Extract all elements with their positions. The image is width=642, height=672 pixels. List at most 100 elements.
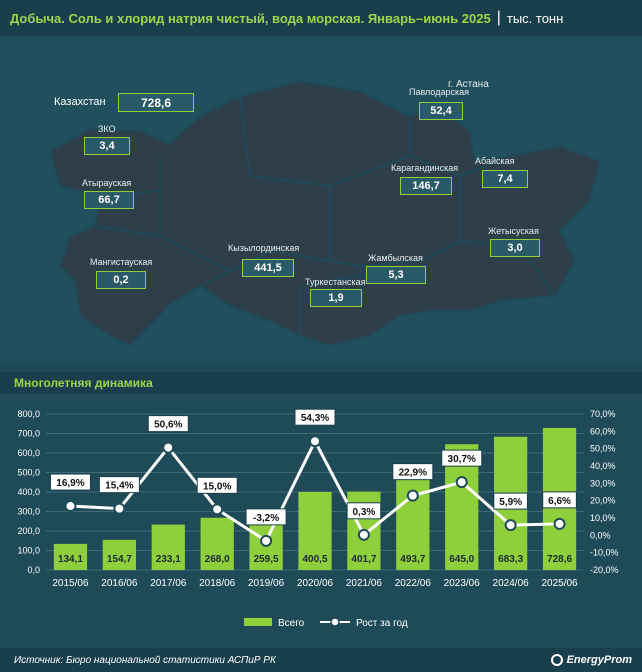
y-right-tick-label: 40,0%: [590, 461, 616, 471]
bar: [151, 524, 185, 570]
y-right-tick-label: -10,0%: [590, 548, 619, 558]
y-right-tick-label: 0,0%: [590, 530, 611, 540]
growth-label: 16,9%: [56, 478, 84, 489]
region-label-karaganda: Карагандинская: [391, 163, 459, 173]
bar-value-label: 728,6: [547, 554, 572, 565]
growth-label: 50,6%: [154, 420, 182, 431]
bar-value-label: 683,3: [498, 554, 523, 565]
y-left-tick-label: 100,0: [17, 546, 40, 556]
y-right-tick-label: 60,0%: [590, 426, 616, 436]
dynamics-chart: 0,0 100,0 200,0 300,0 400,0 500,0 600,0 700,0 80…: [17, 408, 619, 629]
y-left-tick-label: 300,0: [17, 507, 40, 517]
growth-label: -3,2%: [253, 513, 279, 524]
growth-point: [406, 489, 419, 502]
kazakhstan-map: [48, 79, 602, 348]
y-left-tick-label: 600,0: [17, 448, 40, 458]
x-tick-label: 2018/06: [199, 578, 236, 589]
country-value: 728,6: [118, 93, 194, 112]
x-axis-labels: 2015/06 2016/06 2017/06 2018/06 2019/06 2020/…: [52, 578, 578, 589]
y-right-tick-label: 20,0%: [590, 496, 616, 506]
bar-value-label: 233,1: [156, 554, 181, 565]
country-label: Казахстан: [54, 96, 106, 108]
bar-value-label: 134,1: [58, 554, 83, 565]
x-tick-label: 2016/06: [101, 578, 138, 589]
growth-label-box: [98, 476, 140, 494]
region-label-zhambyl: Жамбылская: [368, 253, 423, 263]
y-left-tick-label: 400,0: [17, 487, 40, 497]
x-tick-label: 2022/06: [395, 578, 432, 589]
bar-value-label: 259,5: [254, 554, 279, 565]
growth-point: [553, 517, 566, 530]
region-label-atyrau: Атырауская: [82, 178, 132, 188]
x-tick-label: 2020/06: [297, 578, 334, 589]
capital-label: г. Астана: [448, 79, 489, 90]
growth-label: 0,3%: [353, 507, 376, 518]
region-value-zko: 3,4: [84, 137, 130, 155]
legend-label-bars: Всего: [278, 618, 305, 629]
region-value-zhambyl: 5,3: [366, 266, 426, 284]
growth-label-box: [441, 449, 483, 467]
region-value-karaganda: 146,7: [400, 177, 452, 195]
growth-point: [309, 435, 321, 448]
header-separator: |: [496, 9, 501, 26]
growth-label-box: [49, 473, 91, 491]
bar-value-label: 645,0: [449, 554, 474, 565]
growth-point: [260, 534, 273, 547]
x-tick-label: 2021/06: [346, 578, 383, 589]
region-value-mangistau: 0,2: [96, 271, 146, 289]
region-label-abai: Абайская: [475, 156, 515, 166]
region-value-pavlodar: 52,4: [419, 102, 463, 120]
region-value-atyrau: 66,7: [84, 191, 134, 209]
logo-icon: [550, 654, 563, 666]
x-tick-label: 2023/06: [444, 578, 481, 589]
bar-value-label: 268,0: [205, 554, 230, 565]
page-title: Добыча. Соль и хлорид натрия чистый, вод…: [10, 10, 491, 26]
growth-label-box: [196, 476, 238, 494]
bar: [200, 517, 234, 570]
logo-text: EnergyProm: [566, 654, 632, 666]
growth-label-box: [392, 463, 434, 481]
growth-point: [455, 476, 468, 489]
header: Добыча. Соль и хлорид натрия чистый, вод…: [0, 0, 642, 36]
y-left-tick-label: 0,0: [27, 565, 40, 575]
y-axis-right: -20,0% -10,0% 0,0% 10,0% 20,0% 30,0% 40,0% 50,0…: [590, 409, 619, 575]
region-value-zhetysu: 3,0: [490, 239, 540, 257]
growth-label: 5,9%: [499, 497, 522, 508]
growth-label-box: [346, 502, 382, 520]
y-left-tick-label: 800,0: [17, 409, 40, 419]
growth-label-box: [147, 415, 189, 433]
region-value-abai: 7,4: [482, 170, 528, 188]
bar: [102, 539, 136, 570]
region-label-kyzylorda: Кызылординская: [228, 243, 300, 253]
bar-value-label: 493,7: [400, 554, 425, 565]
country-shape: [48, 79, 602, 348]
growth-label: 54,3%: [301, 413, 329, 424]
bar-value-label: 401,7: [351, 554, 376, 565]
region-value-kyzylorda: 441,5: [242, 259, 294, 277]
growth-label: 22,9%: [399, 468, 427, 479]
legend-label-line: Рост за год: [356, 618, 408, 629]
growth-label-box: [542, 491, 577, 509]
y-axis-left: 0,0 100,0 200,0 300,0 400,0 500,0 600,0 700,0 80…: [17, 409, 40, 575]
legend: Всего Рост за год: [244, 617, 408, 629]
bar: [298, 491, 332, 570]
growth-point: [211, 503, 224, 516]
y-left-tick-label: 200,0: [17, 526, 40, 536]
bar-value-label: 154,7: [107, 554, 132, 565]
growth-label: 6,6%: [548, 496, 571, 507]
y-left-tick-label: 700,0: [17, 429, 40, 439]
brand-logo: EnergyProm: [550, 654, 632, 666]
growth-label-box: [245, 508, 287, 526]
y-right-tick-label: 10,0%: [590, 513, 616, 523]
bar: [53, 543, 88, 570]
growth-point: [504, 519, 517, 532]
region-label-pavlodar: Павлодарская: [409, 87, 469, 97]
x-tick-label: 2025/06: [541, 578, 578, 589]
x-tick-label: 2017/06: [150, 578, 187, 589]
region-label-mangistau: Мангистауская: [90, 257, 153, 267]
y-right-tick-label: 70,0%: [590, 409, 616, 419]
growth-label: 15,0%: [203, 481, 231, 492]
section-bar: Многолетняя динамика: [0, 372, 642, 394]
y-right-tick-label: 30,0%: [590, 478, 616, 488]
y-left-tick-label: 500,0: [17, 468, 40, 478]
